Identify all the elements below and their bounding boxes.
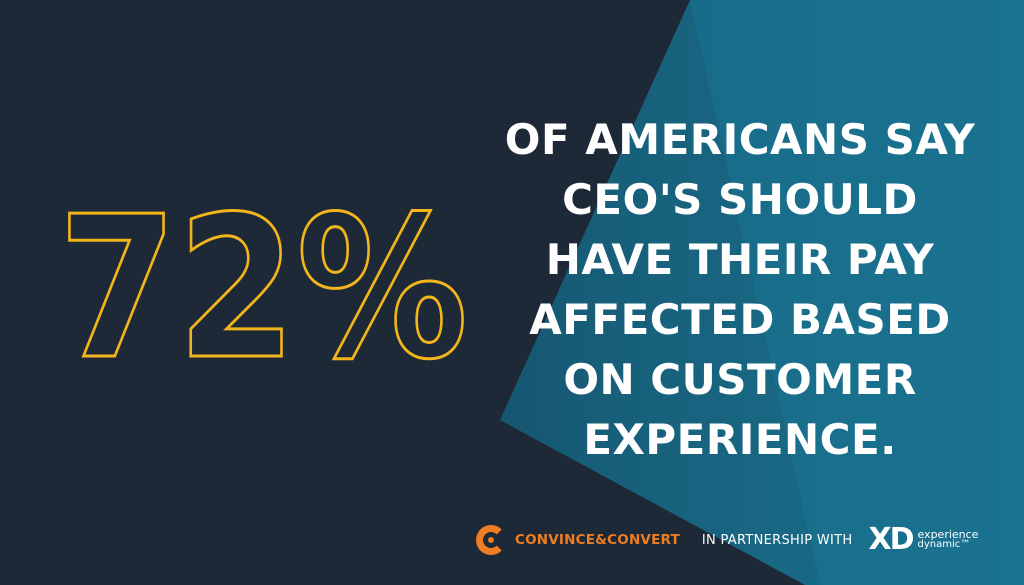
headline-line: OF AMERICANS SAY (504, 115, 976, 164)
experience-dynamic-logo: XD experience dynamic™ (868, 525, 978, 555)
stat-figure: 72% (57, 174, 478, 405)
convince-convert-wordmark: CONVINCE&CONVERT (515, 532, 680, 548)
headline-line: CEO'S SHOULD (562, 175, 918, 224)
headline-line: EXPERIENCE. (583, 415, 897, 464)
footer: CONVINCE&CONVERT IN PARTNERSHIP WITH XD … (476, 518, 1006, 562)
convince-convert-logo: CONVINCE&CONVERT (476, 525, 680, 555)
convince-convert-c-icon (476, 525, 506, 555)
headline: OF AMERICANS SAY CEO'S SHOULD HAVE THEIR… (500, 110, 980, 470)
xd-wordmark-line2: dynamic™ (917, 539, 971, 550)
stat-value: 72% (58, 175, 468, 403)
headline-line: AFFECTED BASED (529, 295, 951, 344)
xd-wordmark-line1: experience (917, 528, 979, 541)
partnership-text: IN PARTNERSHIP WITH (701, 532, 853, 548)
stat-figure-svg: 72% (57, 174, 470, 405)
experience-dynamic-wordmark: experience dynamic™ (917, 528, 979, 550)
headline-line: HAVE THEIR PAY (545, 235, 935, 284)
headline-line: ON CUSTOMER (563, 355, 917, 404)
xd-icon: XD (868, 522, 914, 557)
